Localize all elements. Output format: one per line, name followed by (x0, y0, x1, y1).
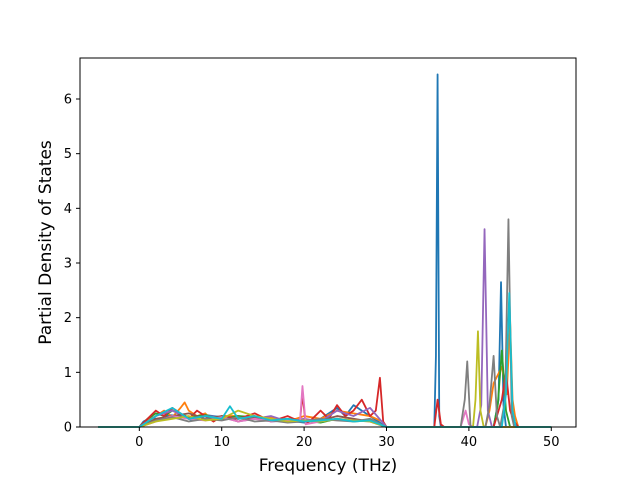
x-tick-label: 50 (543, 435, 560, 450)
x-axis-label: Frequency (THz) (259, 456, 398, 476)
series-line-9 (98, 292, 552, 428)
y-tick-label: 5 (64, 147, 72, 162)
x-tick-label: 30 (378, 435, 395, 450)
y-tick-label: 4 (64, 202, 72, 217)
y-tick-label: 3 (64, 257, 72, 272)
y-tick-label: 2 (64, 311, 72, 326)
y-tick-label: 0 (64, 421, 72, 436)
x-tick-label: 0 (135, 435, 143, 450)
x-axis: 0 10 20 30 40 50 (135, 427, 560, 450)
series-layer (98, 73, 552, 428)
series-line-8 (98, 330, 552, 428)
y-axis: 0 1 2 3 4 5 6 (64, 93, 80, 436)
y-tick-label: 1 (64, 366, 72, 381)
series-line-4 (98, 228, 552, 428)
y-axis-label: Partial Density of States (36, 140, 56, 345)
x-tick-label: 40 (461, 435, 478, 450)
x-tick-label: 20 (296, 435, 313, 450)
x-tick-label: 10 (213, 435, 230, 450)
y-tick-label: 6 (64, 93, 72, 108)
plot-frame (79, 57, 577, 428)
